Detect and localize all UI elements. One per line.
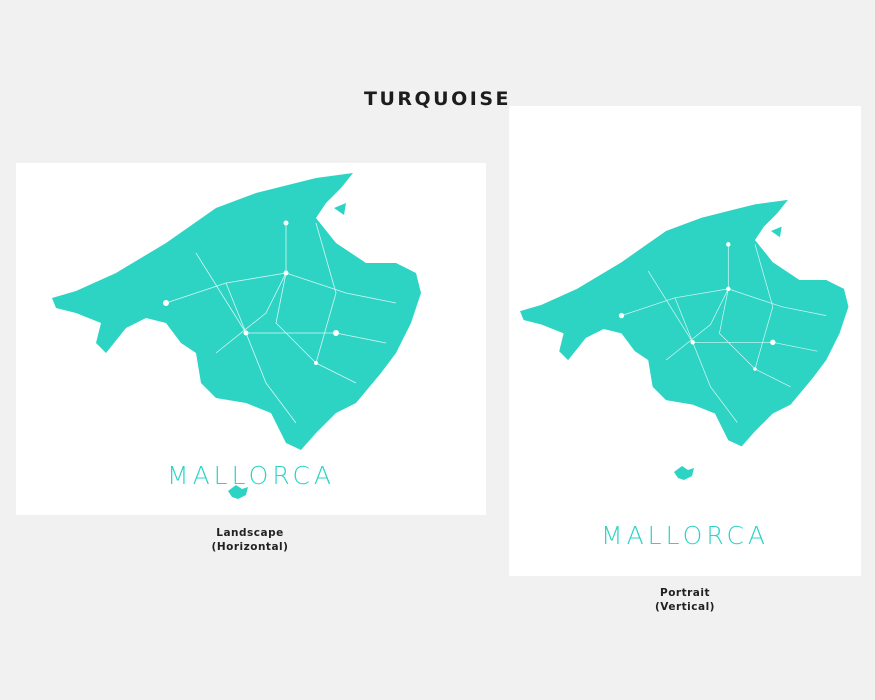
map-label: MALLORCA <box>601 521 769 550</box>
map-label: MALLORCA <box>167 461 335 490</box>
portrait-print: MALLORCA <box>509 106 861 576</box>
landscape-print: MALLORCA <box>16 163 486 515</box>
page-title: TURQUOISE <box>364 88 511 110</box>
portrait-caption: Portrait (Vertical) <box>585 586 785 614</box>
caption-line: (Vertical) <box>655 601 715 613</box>
caption-line: Landscape <box>216 527 284 539</box>
landscape-caption: Landscape (Horizontal) <box>150 526 350 554</box>
caption-line: (Horizontal) <box>211 541 289 553</box>
caption-line: Portrait <box>660 587 710 599</box>
mallorca-map <box>519 199 849 480</box>
